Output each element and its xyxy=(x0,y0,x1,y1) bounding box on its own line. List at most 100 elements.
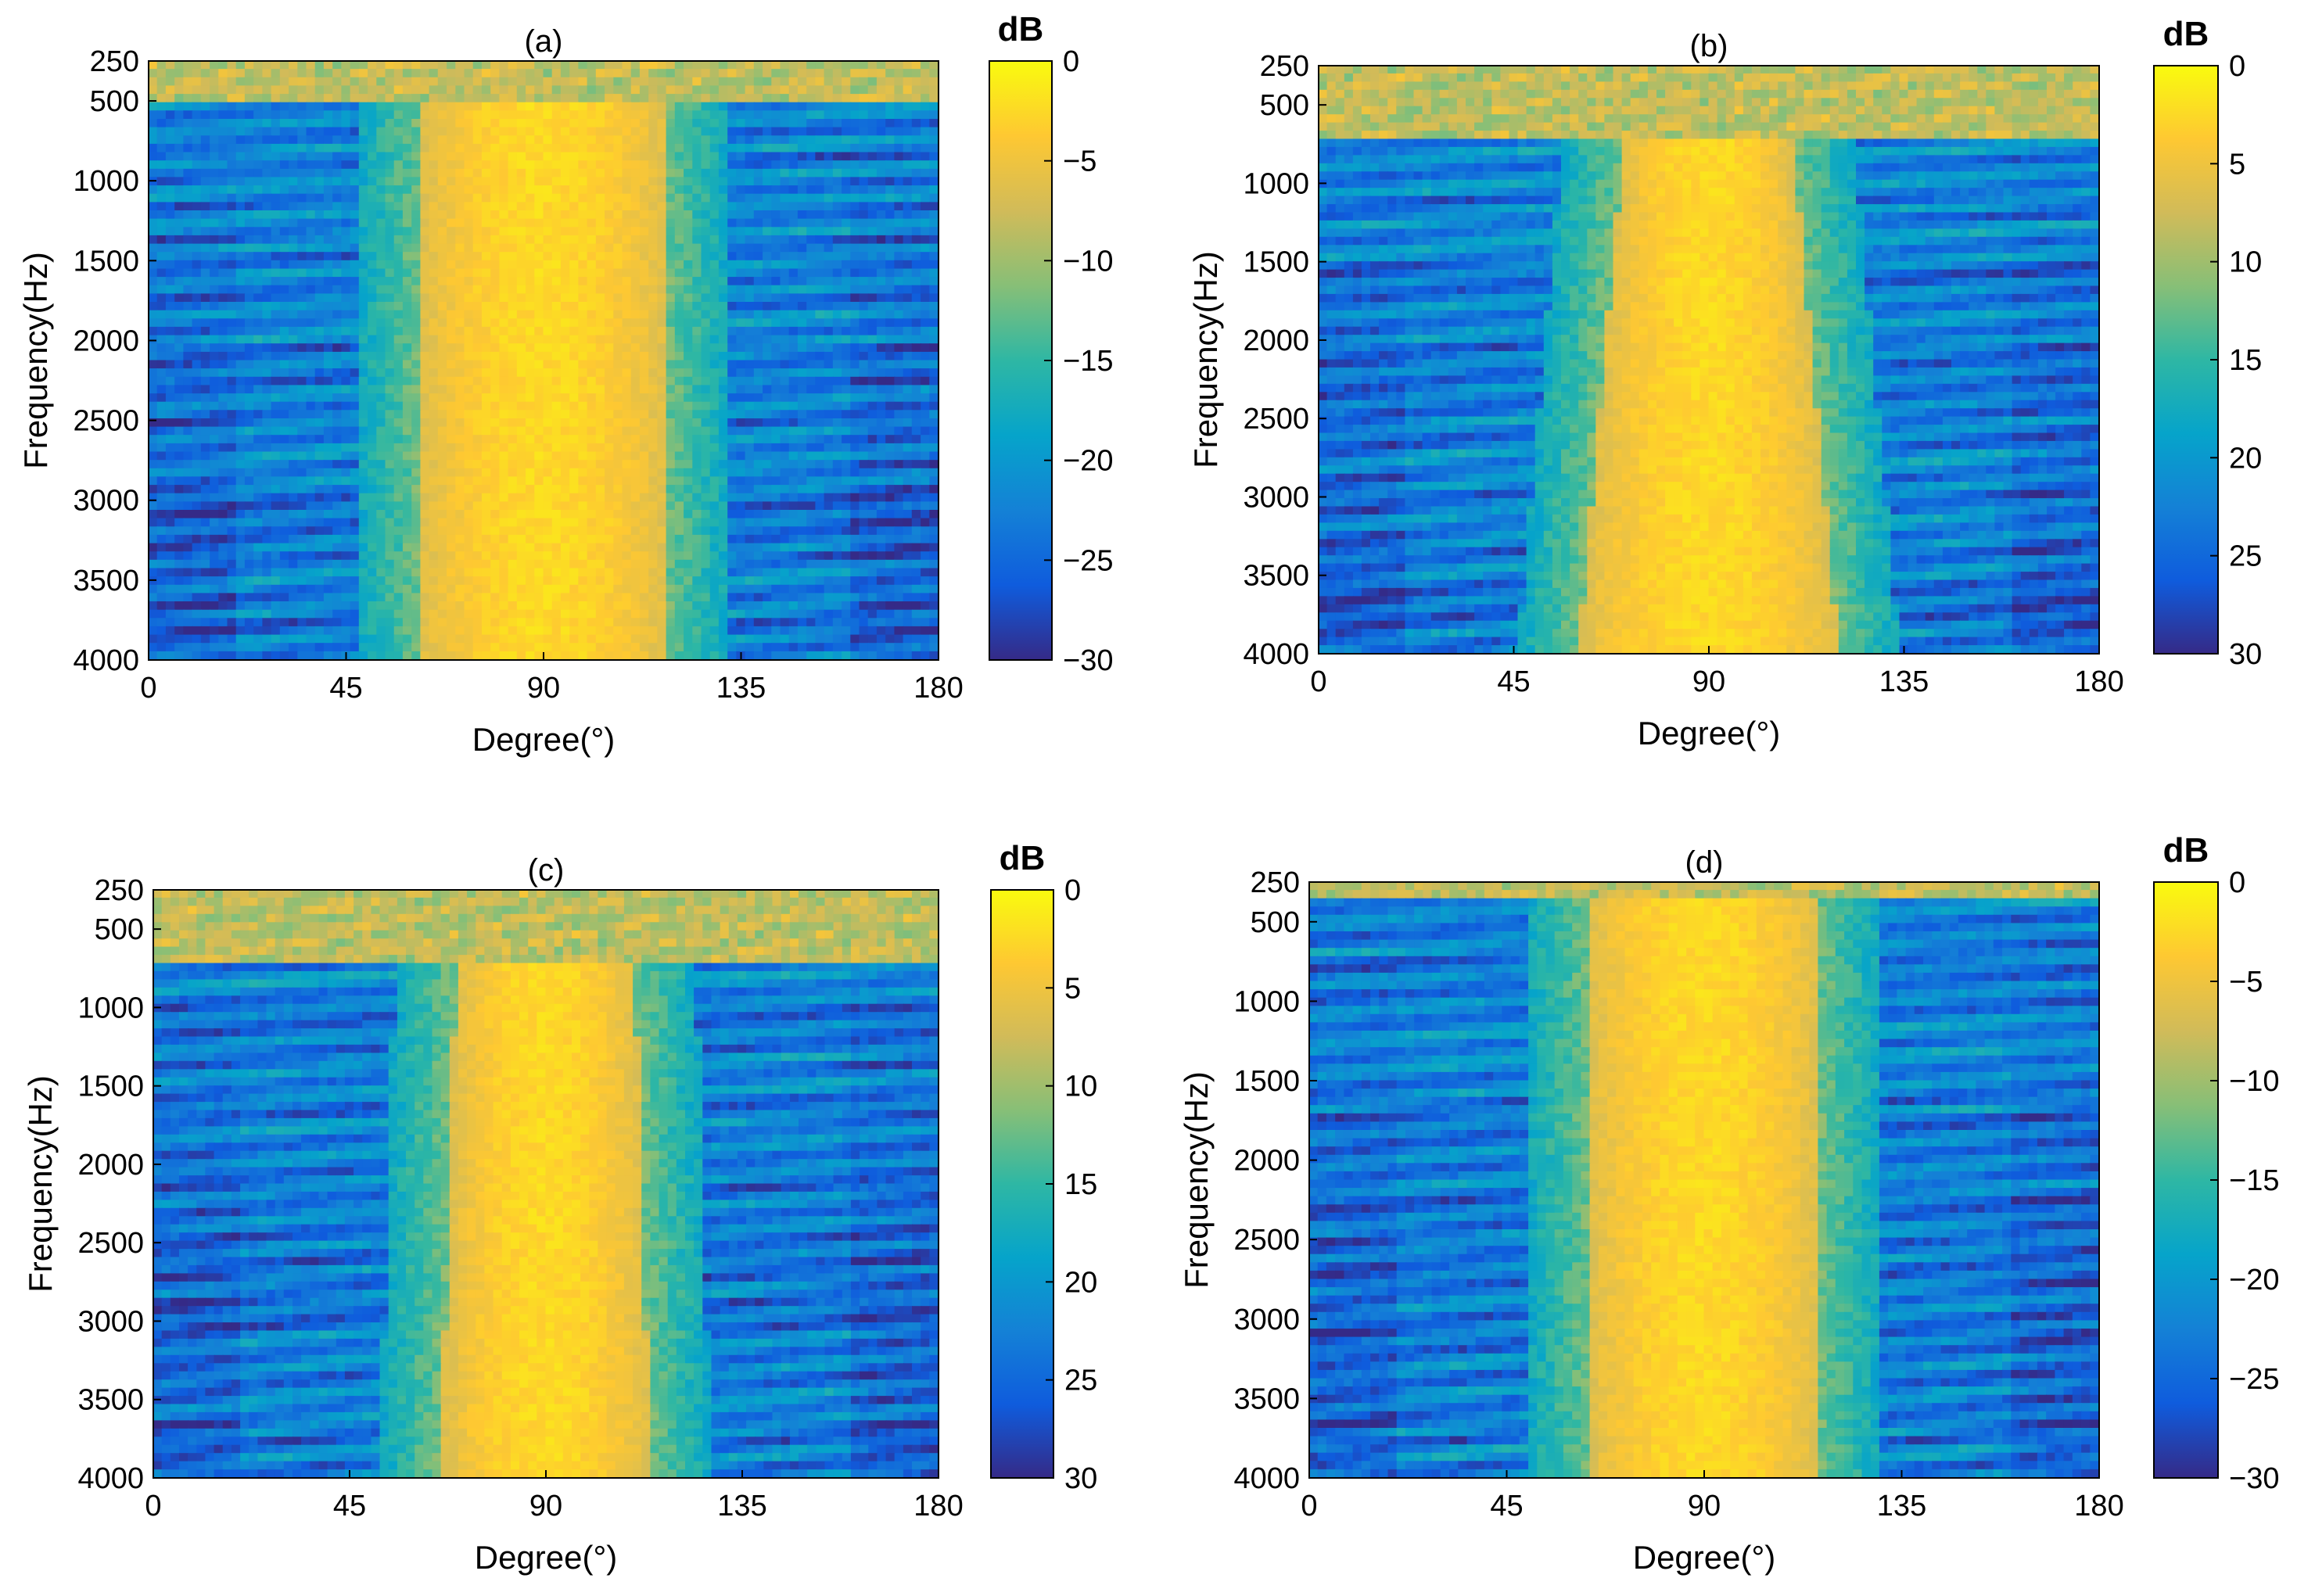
colorbar-title: dB xyxy=(998,10,1044,48)
y-tick-label: 250 xyxy=(1251,866,1300,899)
colorbar-tick-label: −10 xyxy=(1063,245,1113,278)
y-tick-label: 500 xyxy=(95,913,144,946)
colorbar: dB 0 −5 −10 −15 −20 −25 −30 xyxy=(2153,831,2279,1495)
x-axis-label: Degree(°) xyxy=(475,1539,618,1576)
y-tick-label: 2000 xyxy=(1233,1145,1300,1178)
y-tick-label: 4000 xyxy=(77,1462,144,1495)
y-axis-label: Frequency(Hz) xyxy=(1187,251,1224,468)
y-tick-label: 1500 xyxy=(1233,1065,1300,1098)
colorbar: dB 0 −5 −10 −15 −20 −25 −30 xyxy=(989,10,1113,677)
colorbar-tick-label: −10 xyxy=(2229,1065,2279,1098)
y-tick-label: 2000 xyxy=(1243,325,1309,357)
y-tick-label: 500 xyxy=(1260,89,1309,122)
colorbar-tick-label: 0 xyxy=(2229,50,2245,83)
colorbar-tick-label: −15 xyxy=(2229,1164,2279,1197)
x-tick-label: 45 xyxy=(333,1490,366,1522)
y-tick-label: 4000 xyxy=(73,644,139,677)
y-tick-label: 1500 xyxy=(73,245,139,278)
x-tick-label: 135 xyxy=(1879,665,1929,698)
y-tick-label: 1000 xyxy=(1243,167,1309,200)
colorbar-title: dB xyxy=(2163,831,2209,870)
y-tick-label: 3000 xyxy=(73,485,139,518)
colorbar-tick-label: −25 xyxy=(1063,544,1113,577)
colorbar-gradient xyxy=(989,60,1053,661)
y-tick-label: 500 xyxy=(1251,906,1300,939)
panel-title: (c) xyxy=(528,853,565,888)
x-tick-label: 180 xyxy=(913,672,963,705)
colorbar-tick-label: 25 xyxy=(2229,540,2262,573)
y-tick-label: 1500 xyxy=(1243,246,1309,279)
colorbar: dB 0 5 10 15 20 25 30 xyxy=(990,839,1097,1495)
colorbar-tick-label: 0 xyxy=(1064,874,1081,907)
colorbar-tick-label: −25 xyxy=(2229,1363,2279,1396)
colorbar-tick-label: 25 xyxy=(1064,1365,1097,1397)
x-tick-label: 0 xyxy=(145,1490,161,1522)
x-axis-label: Degree(°) xyxy=(1633,1539,1776,1576)
colorbar-tick-label: −20 xyxy=(1063,445,1113,478)
y-tick-label: 1000 xyxy=(1233,985,1300,1018)
y-axis-label: Frequency(Hz) xyxy=(1178,1071,1215,1289)
y-tick-label: 250 xyxy=(1260,50,1309,83)
y-tick-label: 3000 xyxy=(77,1305,144,1338)
y-tick-label: 1000 xyxy=(77,992,144,1024)
x-tick-label: 0 xyxy=(1301,1490,1317,1522)
panel-b: 0 45 90 135 18025050010001500200025003000350… xyxy=(1187,15,2262,751)
heatmap-image xyxy=(149,61,939,660)
y-tick-label: 2500 xyxy=(73,405,139,438)
colorbar-title: dB xyxy=(1000,839,1046,877)
colorbar-tick-label: −20 xyxy=(2229,1264,2279,1297)
y-tick-label: 3500 xyxy=(77,1384,144,1417)
colorbar-tick-label: 5 xyxy=(2229,148,2245,181)
x-axis-label: Degree(°) xyxy=(472,721,616,758)
x-tick-label: 135 xyxy=(717,1490,766,1522)
y-axis-label: Frequency(Hz) xyxy=(22,1075,59,1293)
colorbar-tick-label: 30 xyxy=(2229,638,2262,671)
colorbar-tick-label: 5 xyxy=(1064,972,1081,1005)
y-tick-label: 250 xyxy=(90,45,139,78)
colorbar-tick-label: 30 xyxy=(1064,1462,1097,1495)
colorbar-tick-label: −15 xyxy=(1063,345,1113,378)
x-tick-label: 45 xyxy=(1497,665,1530,698)
y-tick-label: 3500 xyxy=(73,565,139,597)
x-tick-label: 135 xyxy=(716,672,766,705)
panel-title: (d) xyxy=(1685,845,1724,880)
y-tick-label: 3500 xyxy=(1243,560,1309,593)
panel-a: 0 45 90 135 180 250 500 1000 1500 2000 2500 3000 350… xyxy=(17,10,1113,758)
x-tick-label: 90 xyxy=(529,1490,562,1522)
colorbar-gradient xyxy=(990,889,1054,1479)
colorbar-gradient xyxy=(2153,881,2219,1479)
x-tick-label: 135 xyxy=(1877,1490,1926,1522)
y-tick-label: 2000 xyxy=(73,325,139,357)
colorbar-tick-label: −30 xyxy=(2229,1462,2279,1495)
y-tick-label: 4000 xyxy=(1233,1462,1300,1495)
x-axis-label: Degree(°) xyxy=(1638,715,1781,751)
colorbar-tick-label: 20 xyxy=(1064,1266,1097,1299)
colorbar-tick-label: 20 xyxy=(2229,442,2262,475)
colorbar-tick-label: 10 xyxy=(2229,246,2262,279)
y-axis-label: Frequency(Hz) xyxy=(17,252,54,469)
panel-title: (a) xyxy=(525,24,563,59)
colorbar-tick-label: 0 xyxy=(2229,866,2245,899)
y-tick-label: 2500 xyxy=(1233,1224,1300,1257)
y-tick-label: 1500 xyxy=(77,1071,144,1103)
colorbar-tick-label: 10 xyxy=(1064,1071,1097,1103)
x-tick-label: 180 xyxy=(2074,1490,2123,1522)
colorbar: dB 0 5 10 15 20 25 30 xyxy=(2153,15,2262,671)
panel-c: 0 45 90 135 18025050010001500200025003000350… xyxy=(22,839,1097,1576)
y-tick-label: 3500 xyxy=(1233,1383,1300,1415)
heatmap-image xyxy=(153,890,939,1478)
y-tick-label: 500 xyxy=(90,85,139,118)
heatmap-image xyxy=(1319,66,2099,654)
colorbar-tick-label: −5 xyxy=(1063,145,1096,178)
x-tick-label: 90 xyxy=(1688,1490,1721,1522)
colorbar-tick-label: −30 xyxy=(1063,644,1113,677)
x-tick-label: 180 xyxy=(2074,665,2123,698)
colorbar-tick-label: 15 xyxy=(2229,344,2262,377)
colorbar-tick-label: 0 xyxy=(1063,45,1079,78)
x-tick-label: 90 xyxy=(1692,665,1725,698)
x-tick-label: 0 xyxy=(140,672,156,705)
x-tick-label: 90 xyxy=(527,672,560,705)
colorbar-title: dB xyxy=(2163,15,2209,53)
x-tick-label: 45 xyxy=(329,672,362,705)
